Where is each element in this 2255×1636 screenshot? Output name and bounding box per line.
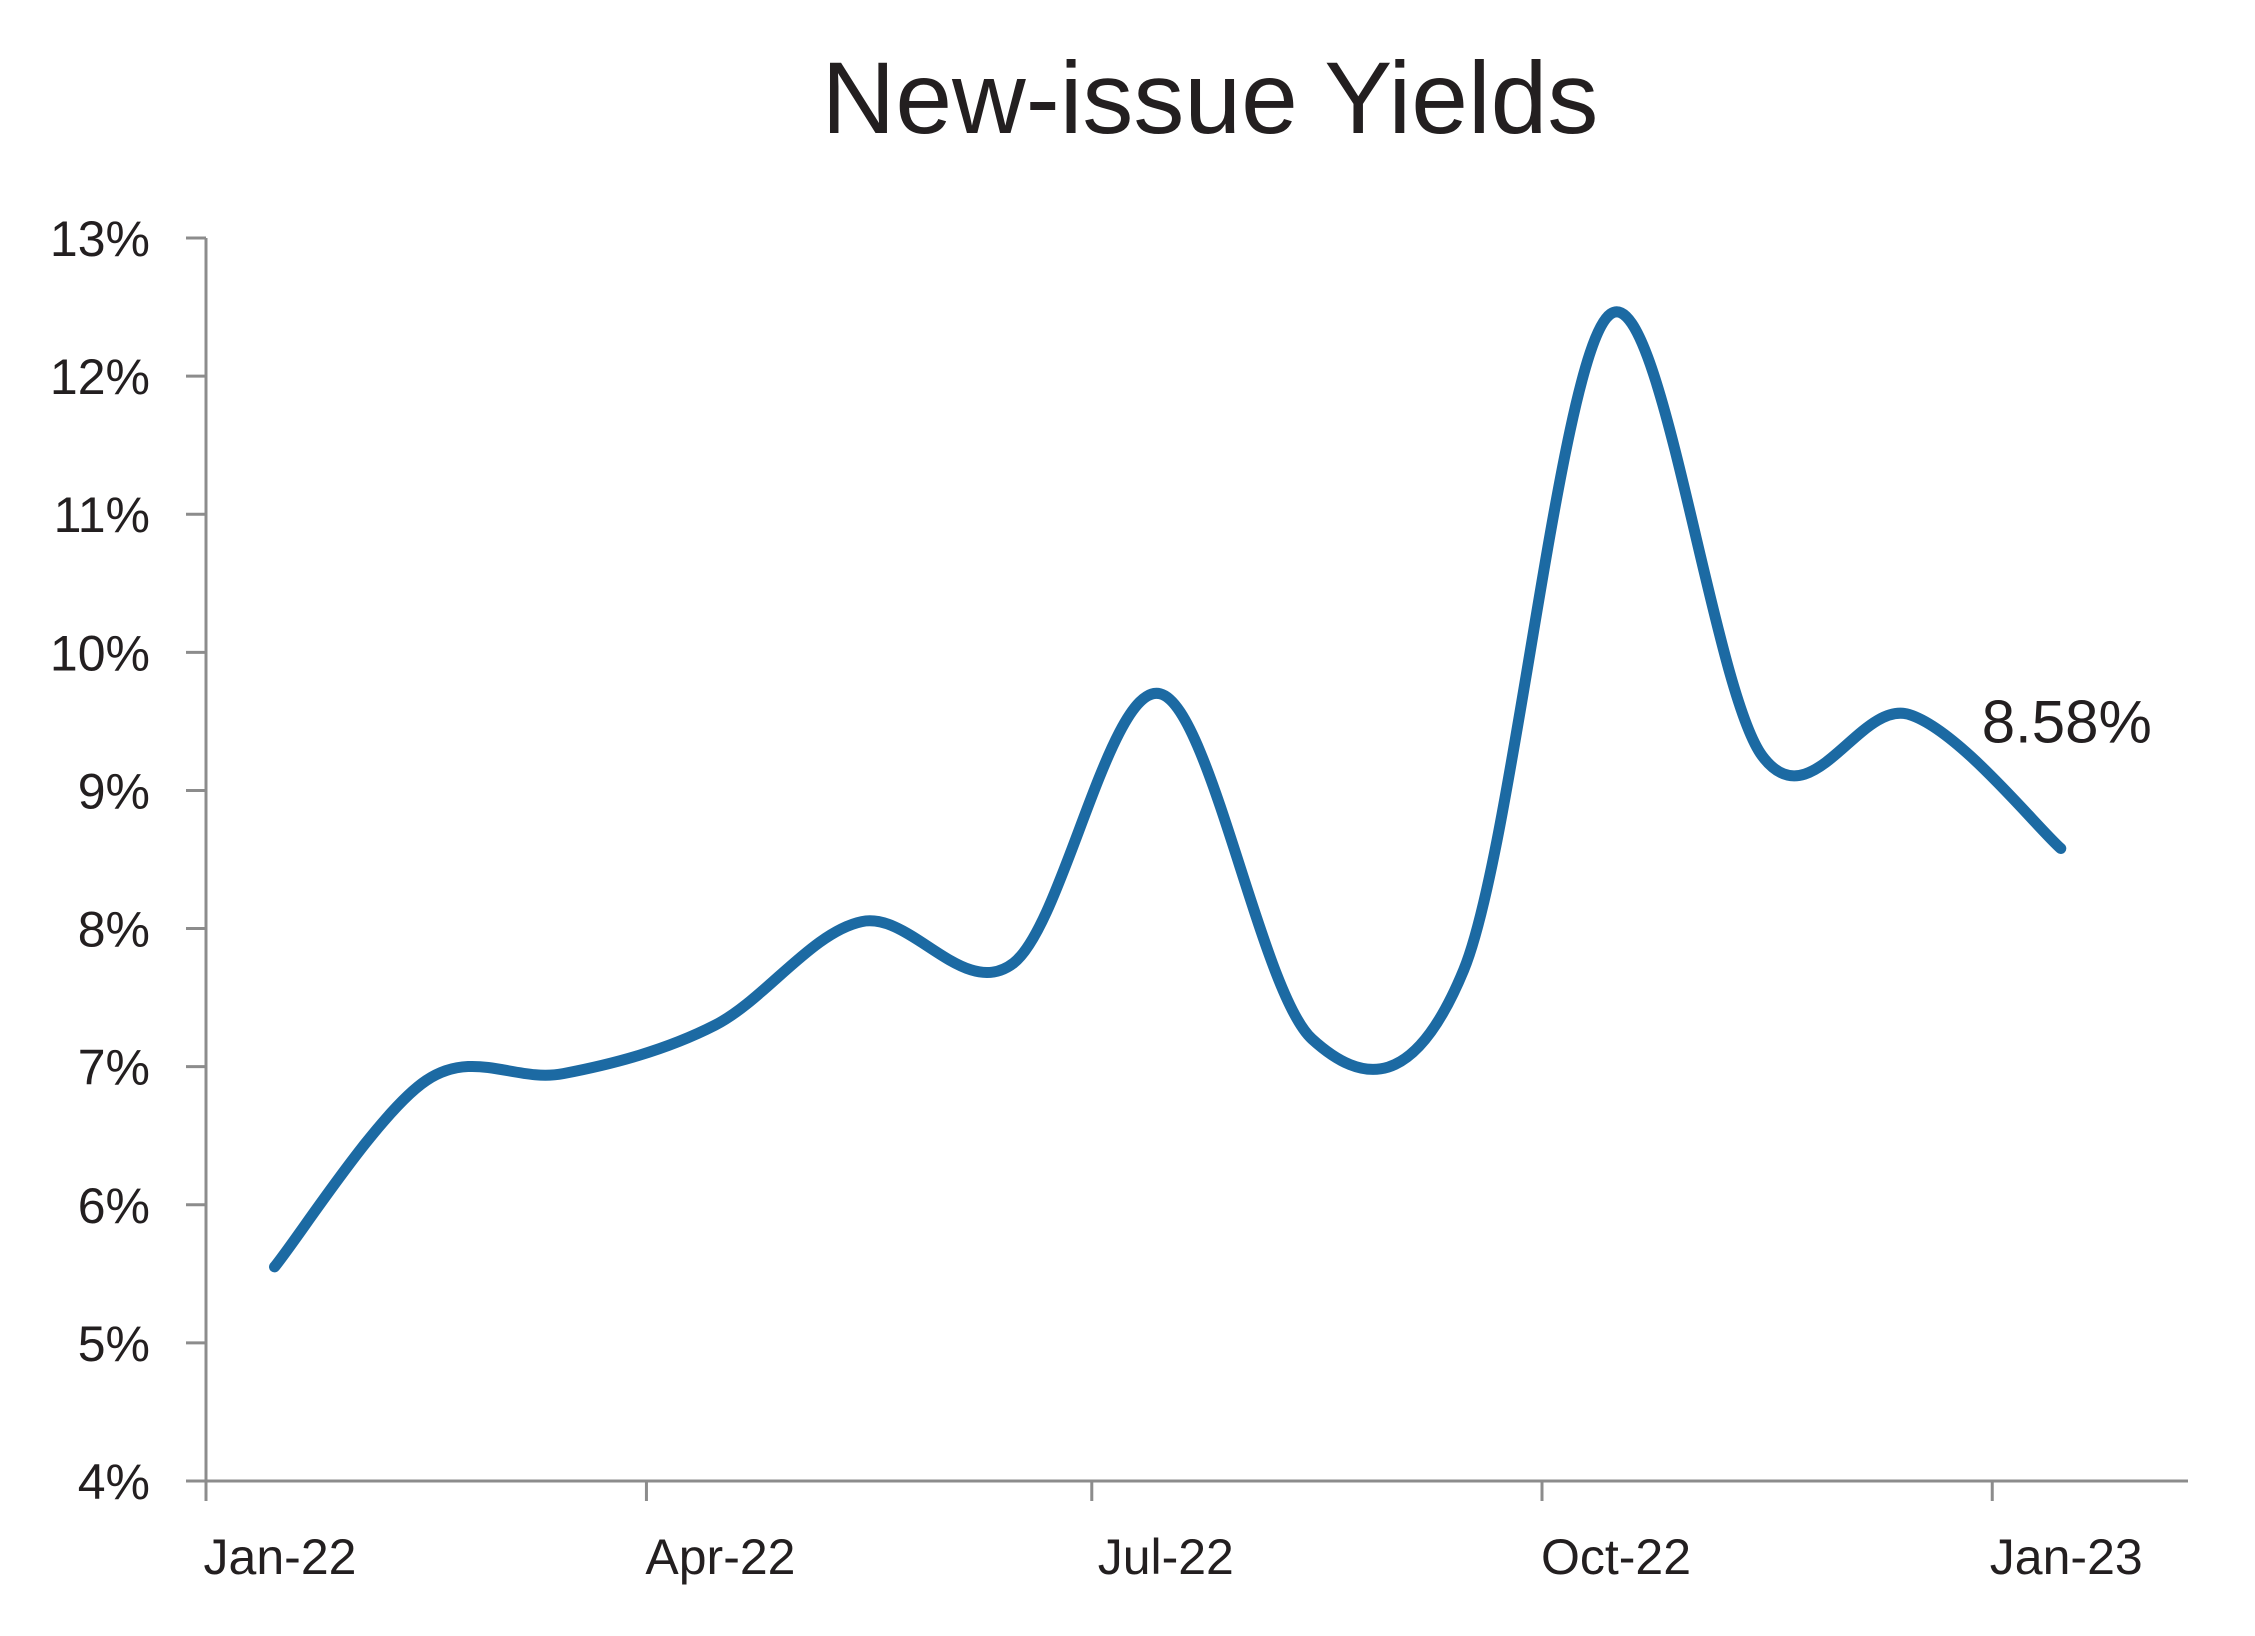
- y-tick-label: 4%: [78, 1454, 150, 1510]
- y-tick-label: 5%: [78, 1316, 150, 1372]
- x-axis: Jan-22 Apr-22 Jul-22 Oct-22 Jan-23: [204, 1479, 2188, 1585]
- x-tick-label: Jul-22: [1098, 1529, 1234, 1585]
- y-tick-label: 10%: [50, 625, 150, 681]
- y-tick-label: 11%: [54, 487, 150, 543]
- series-group: [269, 306, 2067, 1273]
- y-tick-label: 6%: [78, 1178, 150, 1234]
- x-tick-label: Apr-22: [645, 1529, 795, 1585]
- y-tick-label: 9%: [78, 763, 150, 819]
- y-axis: 4% 5% 6% 7% 8% 9% 10% 11% 12% 13%: [50, 211, 208, 1510]
- x-tick-label: Jan-22: [204, 1529, 357, 1585]
- chart-title: New-issue Yields: [822, 41, 1599, 155]
- annotation-group: 8.58%: [1982, 688, 2152, 755]
- series-line: [269, 306, 2067, 1273]
- y-tick-label: 13%: [50, 211, 150, 267]
- data-label-last-value: 8.58%: [1982, 688, 2152, 755]
- y-tick-label: 7%: [78, 1040, 150, 1096]
- y-tick-label: 8%: [78, 902, 150, 958]
- x-tick-label: Oct-22: [1541, 1529, 1691, 1585]
- x-tick-label: Jan-23: [1990, 1529, 2143, 1585]
- y-tick-label: 12%: [50, 349, 150, 405]
